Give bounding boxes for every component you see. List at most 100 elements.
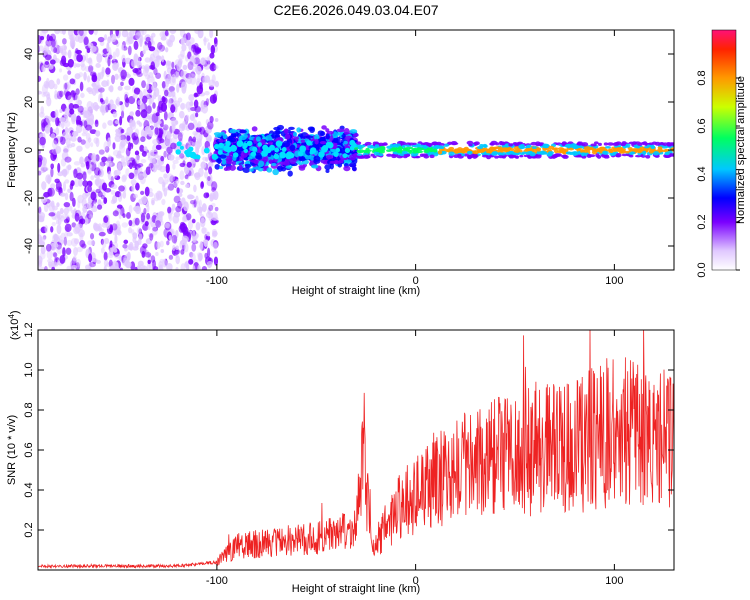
heatmap-cell (217, 146, 225, 151)
heatmap-cell (160, 249, 165, 254)
heatmap-cell (172, 159, 179, 165)
heatmap-cell (195, 233, 200, 238)
heatmap-cell (329, 160, 336, 164)
heatmap-cell (197, 206, 203, 214)
heatmap-cell (150, 255, 156, 263)
heatmap-cell (84, 51, 89, 60)
heatmap-cell (148, 191, 154, 198)
heatmap-cell (407, 149, 413, 153)
heatmap-cell (45, 116, 52, 124)
heatmap-cell (116, 204, 123, 209)
heatmap-cell (54, 30, 61, 35)
heatmap-cell (578, 141, 583, 146)
heatmap-cell (612, 148, 618, 152)
heatmap-cell (105, 104, 109, 113)
heatmap-cell (225, 146, 232, 153)
heatmap-cell (97, 72, 101, 82)
heatmap-cell (499, 141, 506, 146)
heatmap-cell (429, 148, 434, 153)
heatmap-cell (126, 126, 134, 136)
heatmap-cell (81, 243, 87, 249)
heatmap-cell (40, 266, 45, 270)
heatmap-cell (128, 204, 133, 214)
heatmap-cell (181, 43, 187, 52)
heatmap-cell (588, 154, 596, 158)
heatmap-cell (124, 155, 131, 163)
heatmap-cell (309, 147, 317, 154)
colorbar-label: Normalized spectral amplitude (735, 76, 747, 224)
heatmap-cell (185, 183, 190, 189)
heatmap-cell (61, 51, 68, 57)
heatmap-cell (82, 180, 89, 187)
heatmap-cell (73, 62, 77, 69)
heatmap-cell (128, 241, 134, 251)
y-tick-label: 0.2 (23, 522, 35, 537)
heatmap-cell (252, 146, 258, 152)
heatmap-cell (481, 154, 489, 158)
heatmap-cell (66, 265, 72, 270)
heatmap-cell (153, 192, 160, 202)
heatmap-cell (513, 149, 521, 153)
heatmap-cell (133, 193, 138, 199)
heatmap-cell (88, 214, 94, 219)
heatmap-cell (104, 99, 109, 104)
heatmap-cell (144, 251, 152, 258)
heatmap-cell (198, 199, 202, 208)
heatmap-cell (65, 247, 72, 255)
heatmap-cell (152, 226, 158, 232)
heatmap-cell (474, 154, 479, 158)
heatmap-cell (119, 116, 123, 126)
heatmap-cell (135, 154, 140, 164)
heatmap-cell (166, 186, 170, 191)
heatmap-cell (83, 36, 89, 46)
heatmap-cell (168, 234, 172, 241)
heatmap-cell (44, 60, 50, 66)
heatmap-cell (76, 54, 83, 63)
heatmap-cell (74, 223, 81, 234)
heatmap-cell (126, 135, 131, 142)
heatmap-cell (581, 152, 586, 157)
snr-exponent-power: 4 (7, 314, 16, 319)
heatmap-cell (495, 142, 500, 146)
heatmap-cell (553, 153, 558, 158)
heatmap-cell (124, 85, 132, 91)
heatmap-cell (557, 150, 563, 154)
heatmap-cell (131, 60, 137, 68)
heatmap-cell (160, 36, 167, 41)
heatmap-cell (175, 245, 179, 251)
heatmap-cell (117, 150, 122, 158)
y-tick-label: 20 (23, 96, 35, 108)
heatmap-cell (344, 147, 351, 154)
heatmap-cell (378, 153, 384, 157)
heatmap-cell (651, 141, 658, 145)
heatmap-cell (243, 148, 249, 154)
heatmap-cell (115, 128, 121, 134)
heatmap-cell (129, 111, 135, 117)
heatmap-cell (102, 122, 107, 129)
heatmap-cell (77, 32, 85, 40)
heatmap-cell (72, 197, 76, 208)
heatmap-cell (59, 207, 64, 215)
heatmap-cell (93, 137, 99, 144)
heatmap-cell (159, 240, 164, 248)
heatmap-cell (94, 104, 99, 112)
colorbar-tick-label: 0.4 (696, 166, 708, 181)
heatmap-cell (195, 221, 201, 231)
heatmap-cell (61, 30, 67, 35)
heatmap-cell (271, 133, 277, 139)
heatmap-cell (207, 121, 214, 130)
heatmap-cell (199, 241, 204, 251)
heatmap-cell (203, 239, 209, 244)
heatmap-cell (76, 145, 83, 152)
heatmap-cell (412, 142, 417, 146)
heatmap-cell (431, 142, 438, 146)
heatmap-cell (104, 145, 110, 153)
heatmap-cell (519, 152, 525, 155)
heatmap-cell (519, 154, 524, 158)
heatmap-cell (125, 155, 129, 166)
heatmap-cell (175, 120, 179, 125)
heatmap-cell (162, 258, 168, 268)
heatmap-cell (71, 209, 76, 215)
heatmap-cell (118, 209, 122, 220)
heatmap-cell (171, 234, 178, 244)
